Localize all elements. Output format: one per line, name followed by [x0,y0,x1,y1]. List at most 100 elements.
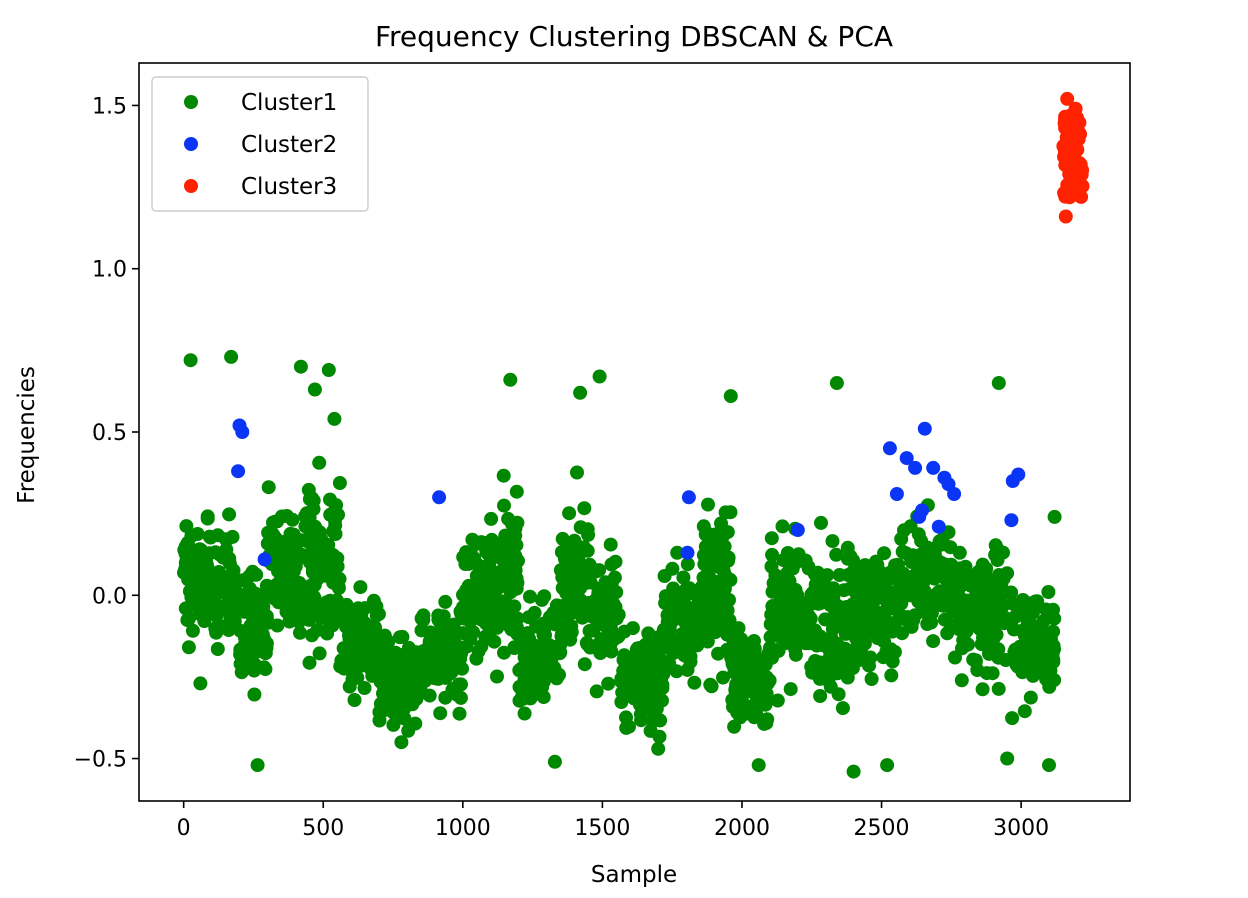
cluster1-point [957,638,972,653]
cluster1-point [829,376,844,390]
cluster1-point [396,660,411,675]
cluster1-point [911,555,926,570]
cluster1-point [300,582,315,597]
y-axis: −0.5 0.0 0.5 1.0 1.5 [74,94,139,773]
cluster1-point [682,581,697,596]
cluster1-point [332,476,347,490]
cluster1-point [266,527,281,542]
cluster1-point [788,647,803,662]
cluster1-point [896,609,911,624]
legend-frame [151,76,369,212]
cluster1-point [193,676,208,691]
legend-label-cluster1: Cluster1 [241,90,337,116]
x-tick-label: 3000 [993,816,1049,841]
cluster1-point [603,617,618,632]
cluster1-point [765,547,780,562]
cluster1-point [808,654,823,668]
cluster1-point [565,573,580,587]
cluster2-point [235,425,250,439]
cluster1-point [333,659,348,674]
cluster1-point [846,764,861,779]
cluster1-point [520,626,535,641]
cluster1-point [589,684,604,699]
cluster1-point [617,624,632,639]
cluster1-point [503,372,518,387]
cluster3-point [1061,120,1076,135]
cluster1-point [341,645,356,659]
cluster1-point [210,642,225,656]
cluster1-point [532,651,547,666]
x-tick-label: 500 [302,816,344,841]
cluster1-point [488,566,503,581]
cluster1-point [271,595,286,610]
cluster1-point [523,589,537,604]
cluster2-point [1011,467,1026,482]
cluster1-point [353,653,368,668]
cluster1-point [496,468,511,483]
cluster1-point [185,623,200,638]
cluster1-point [242,597,257,612]
cluster1-point [227,614,242,629]
cluster1-point [181,640,196,655]
cluster1-point [679,610,694,625]
cluster1-point [1017,704,1032,719]
cluster1-point [497,498,511,513]
cluster1-point [219,542,234,557]
cluster1-point [664,615,679,630]
cluster1-point [912,580,926,595]
cluster1-point [583,640,598,655]
cluster1-point [312,455,327,470]
cluster1-point [604,557,619,572]
cluster2-point [926,460,941,475]
cluster1-point [258,646,273,661]
cluster1-point [307,382,322,397]
cluster1-point [1041,585,1056,599]
cluster1-point [593,646,608,661]
cluster1-point [665,561,680,576]
cluster1-point [617,670,632,684]
cluster1-point [991,376,1006,390]
cluster2-point [908,460,923,475]
cluster3-point [1061,180,1076,195]
cluster1-point [508,548,523,563]
cluster1-point [451,649,466,664]
cluster1-point [852,607,867,622]
y-tick-label: −0.5 [74,748,127,773]
cluster1-point [894,532,909,546]
cluster1-point [242,569,257,584]
x-tick-label: 2500 [854,816,910,841]
cluster1-point [575,610,590,625]
cluster1-point [582,568,597,583]
cluster1-point [1028,594,1043,609]
cluster1-point [316,556,331,571]
cluster1-point [257,660,272,675]
cluster1-point [470,536,484,551]
cluster1-point [835,701,850,716]
cluster2-point [917,421,932,436]
cluster1-point [932,584,947,599]
cluster1-point [275,537,290,552]
legend-label-cluster2: Cluster2 [241,132,337,158]
cluster1-point [534,592,549,607]
cluster1-point [737,636,752,651]
cluster1-point [952,545,967,560]
cluster1-point [397,711,412,726]
cluster1-point [302,655,317,670]
cluster1-point [955,618,970,633]
cluster3-point [1075,179,1090,194]
cluster1-point [764,531,779,546]
cluster1-point [664,596,678,611]
cluster1-point [279,509,294,523]
cluster3-point [1068,101,1083,116]
x-axis: 0 500 1000 1500 2000 2500 3000 [177,801,1049,841]
cluster1-point [723,389,738,404]
cluster1-point [847,580,862,594]
cluster1-point [604,644,619,659]
cluster1-point [452,706,467,721]
cluster1-point [719,570,734,585]
cluster1-point [777,622,792,637]
cluster1-point [871,606,886,620]
cluster1-point [183,353,198,368]
cluster1-point [386,705,401,720]
